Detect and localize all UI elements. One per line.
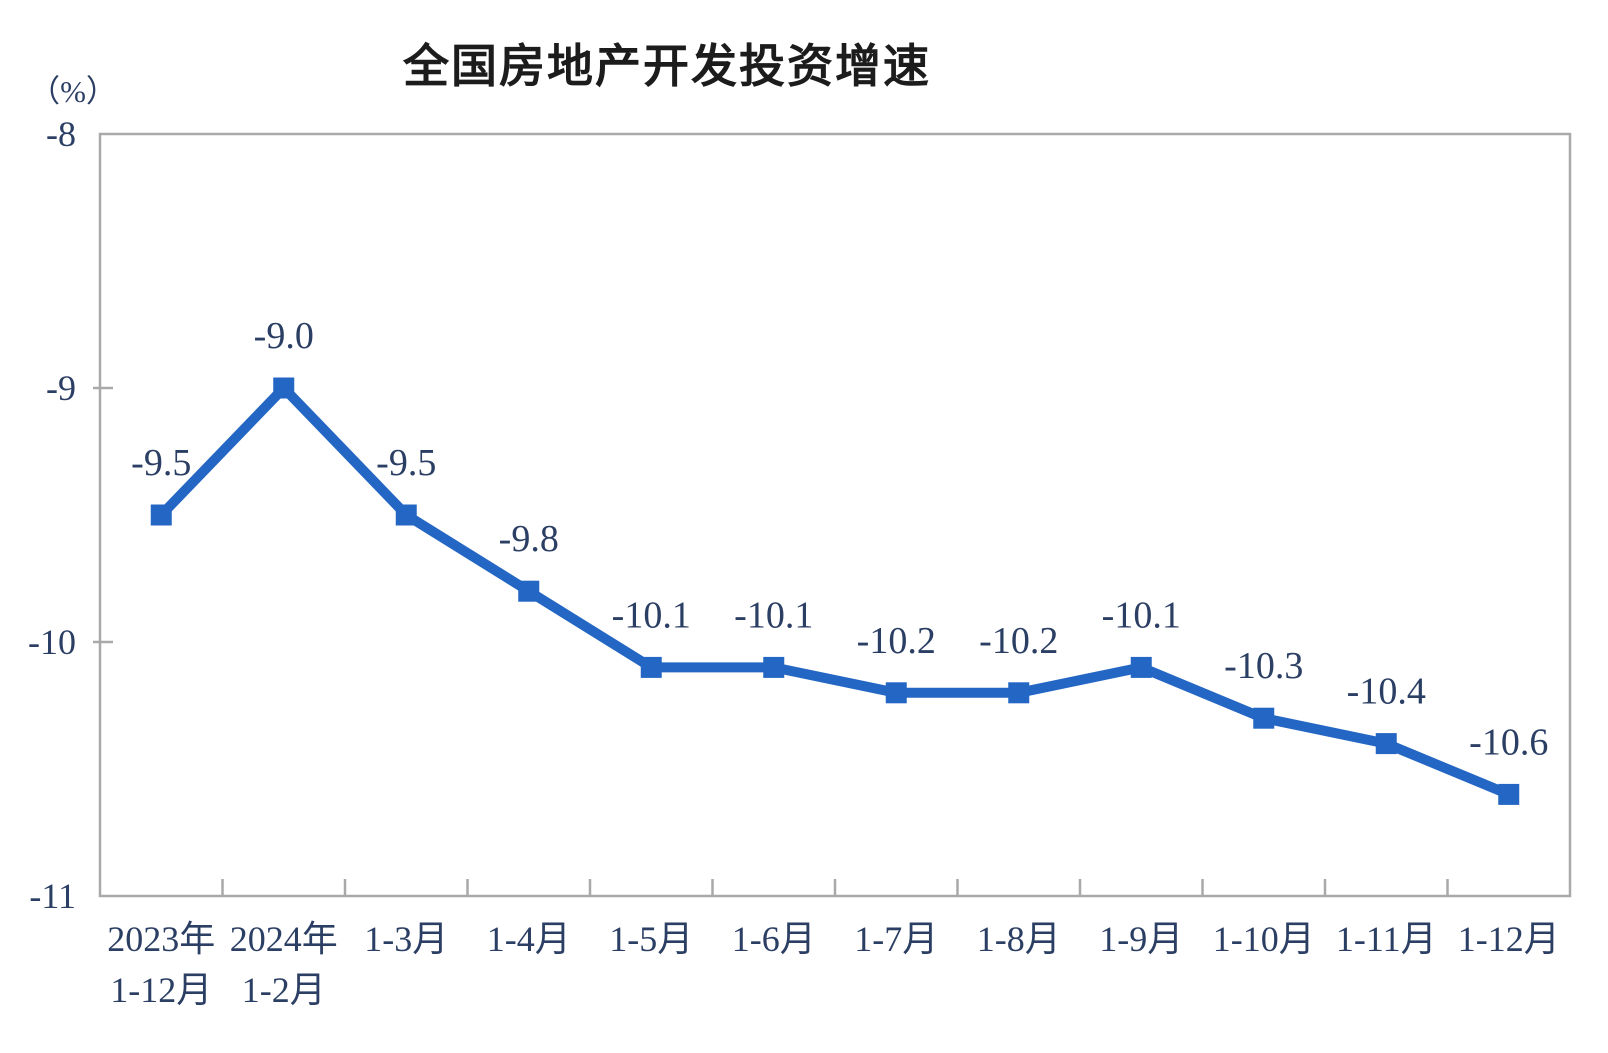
data-point-label: -9.8	[499, 518, 559, 560]
data-point-marker	[273, 377, 295, 399]
trend-line	[156, 383, 1514, 800]
y-axis-tick-label: -10	[28, 622, 76, 662]
data-point-marker	[1008, 682, 1030, 704]
data-point-marker	[763, 656, 785, 678]
data-point-marker	[640, 656, 662, 678]
data-point-label: -10.3	[1224, 645, 1303, 687]
x-axis-category-label: 1-7月	[854, 919, 938, 959]
data-point-marker	[885, 682, 907, 704]
data-point-label: -10.1	[734, 594, 813, 636]
data-point-label: -10.2	[979, 620, 1058, 662]
x-axis-category-label: 1-3月	[364, 919, 448, 959]
plot-border	[98, 132, 1572, 898]
data-point-label: -9.0	[254, 315, 314, 357]
y-axis-tick-label: -11	[29, 876, 76, 916]
data-point-label: -10.2	[857, 620, 936, 662]
x-axis-category-label: 1-9月	[1099, 919, 1183, 959]
x-axis-category-label: 1-2月	[242, 970, 326, 1010]
y-axis-tick-label: -8	[46, 114, 76, 154]
data-point-marker	[518, 580, 540, 602]
y-axis-tick-label: -9	[46, 368, 76, 408]
x-axis-category-label: 1-12月	[110, 970, 212, 1010]
chart-title: 全国房地产开发投资增速	[403, 39, 931, 93]
data-point-marker	[1498, 783, 1520, 805]
data-point-marker	[1130, 656, 1152, 678]
x-axis-category-label: 2023年	[107, 919, 215, 959]
x-axis-category-label: 1-12月	[1458, 919, 1560, 959]
x-axis-category-label: 1-4月	[487, 919, 571, 959]
data-point-label: -9.5	[376, 442, 436, 484]
data-point-marker	[150, 504, 172, 526]
data-point-label: -10.1	[612, 594, 691, 636]
x-axis-category-label: 2024年	[230, 919, 338, 959]
data-point-label: -10.6	[1469, 721, 1548, 763]
data-point-marker	[1375, 733, 1397, 755]
x-axis-category-label: 1-6月	[732, 919, 816, 959]
data-point-label: -10.4	[1347, 671, 1426, 713]
x-axis-category-label: 1-8月	[977, 919, 1061, 959]
data-point-label: -9.5	[131, 442, 191, 484]
x-axis-category-label: 1-10月	[1213, 919, 1315, 959]
data-point-label: -10.1	[1102, 594, 1181, 636]
y-axis-unit-label: （%）	[29, 74, 117, 109]
data-point-marker	[395, 504, 417, 526]
x-axis-category-label: 1-5月	[609, 919, 693, 959]
x-axis-category-label: 1-11月	[1336, 919, 1437, 959]
data-point-marker	[1253, 707, 1275, 729]
